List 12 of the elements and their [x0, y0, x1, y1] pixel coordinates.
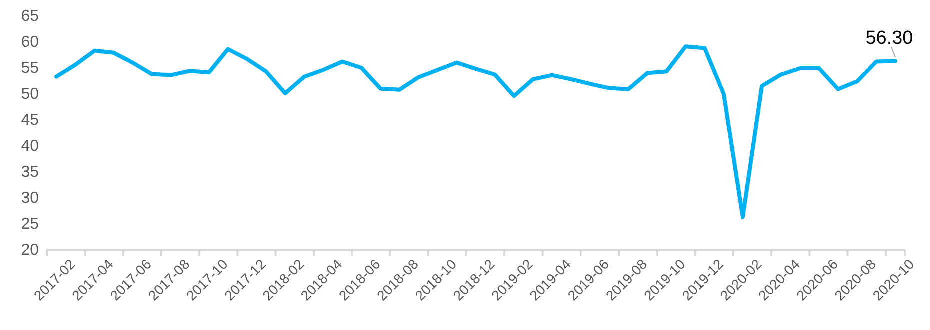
y-tick-label: 20: [21, 242, 40, 260]
y-tick-label: 55: [21, 60, 40, 78]
y-tick-label: 60: [21, 34, 40, 52]
y-tick-label: 40: [21, 138, 40, 156]
y-tick-label: 35: [21, 164, 40, 182]
line-series: [54, 44, 898, 220]
y-tick-label: 45: [21, 112, 40, 130]
y-tick-label: 25: [21, 216, 40, 234]
data-label: 56.30: [866, 28, 914, 50]
y-tick-label: 30: [21, 190, 40, 208]
y-tick-label: 50: [21, 86, 40, 104]
y-tick-label: 65: [21, 8, 40, 26]
